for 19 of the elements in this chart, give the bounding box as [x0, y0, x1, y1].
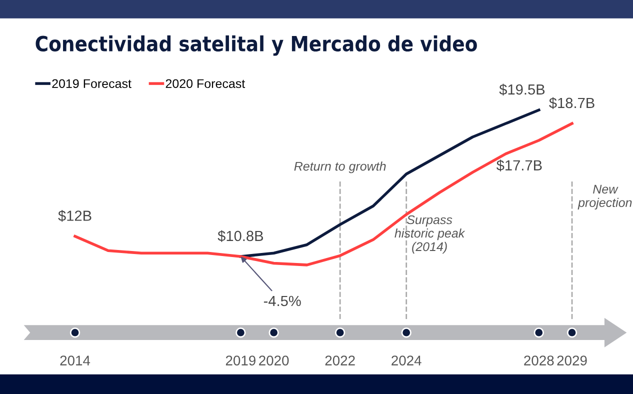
legend-label: 2019 Forecast — [52, 79, 132, 88]
data-label: $17.7B — [496, 160, 542, 172]
x-tick-label: 2022 — [325, 356, 355, 366]
ref-line-label: New projection — [578, 184, 632, 210]
x-tick-label: 2028 — [524, 356, 554, 366]
x-tick-label: 2024 — [392, 356, 422, 366]
legend-label: 2020 Forecast — [166, 79, 246, 88]
x-tick-label: 2019 — [226, 356, 256, 366]
data-label: $12B — [58, 210, 92, 222]
ref-line-label: Return to growth — [294, 162, 386, 174]
x-tick-label: 2029 — [557, 356, 587, 366]
x-tick-label: 2020 — [259, 356, 289, 366]
annotation: -4.5% — [264, 296, 301, 306]
x-tick-label: 2014 — [60, 356, 90, 366]
data-label: $19.5B — [499, 84, 545, 96]
data-label: $10.8B — [218, 230, 264, 242]
chart-title: Conectividad satelital y Mercado de video — [36, 35, 477, 56]
data-label: $18.7B — [549, 97, 594, 109]
ref-line-label: Surpass historic peak (2014) — [394, 215, 466, 254]
